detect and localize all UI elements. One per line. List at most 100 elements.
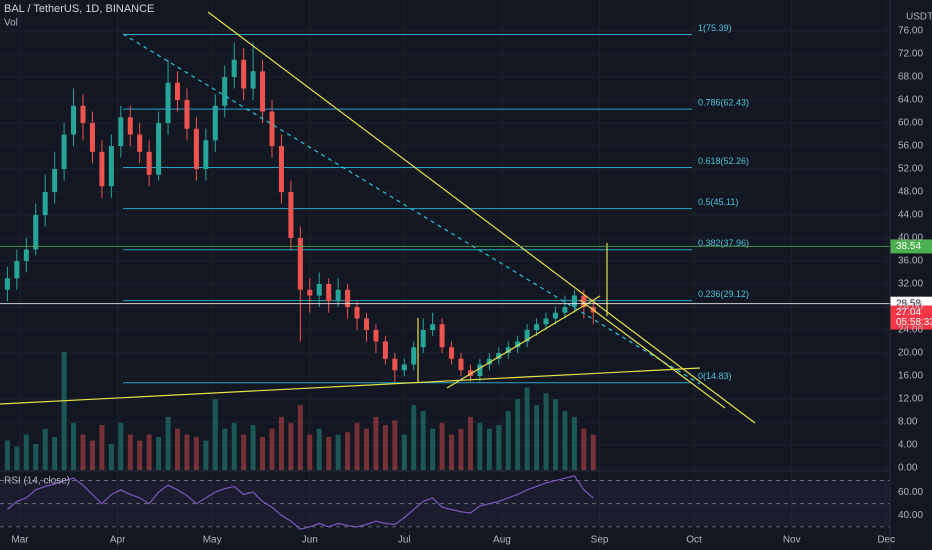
price-value: 38.54 — [896, 241, 921, 252]
candle-body — [127, 117, 133, 135]
volume-bar — [99, 425, 105, 470]
volume-bar — [392, 420, 398, 470]
volume-bar — [326, 436, 332, 470]
y-tick-label: 52.00 — [898, 164, 923, 175]
volume-bar — [486, 428, 492, 470]
y-tick-label: 56.00 — [898, 141, 923, 152]
candle-body — [562, 307, 568, 313]
candle-body — [118, 117, 124, 147]
candle-body — [363, 318, 369, 331]
rsi-label: RSI (14, close) — [4, 476, 70, 487]
candle-body — [458, 358, 464, 371]
candle-body — [260, 71, 266, 112]
candle-body — [42, 192, 48, 216]
y-tick-label: 4.00 — [898, 440, 918, 451]
volume-bar — [71, 422, 77, 470]
candle-body — [146, 151, 152, 175]
volume-bar — [354, 422, 360, 470]
candle-body — [335, 289, 341, 302]
volume-bar — [477, 422, 483, 470]
candle-body — [89, 123, 95, 152]
volume-label: Vol — [4, 18, 18, 29]
y-tick-label: 32.00 — [898, 279, 923, 290]
x-tick-label: Dec — [877, 535, 895, 546]
volume-bar — [467, 416, 473, 470]
candle-body — [165, 82, 171, 124]
candle-body — [184, 100, 190, 129]
volume-bar — [203, 440, 209, 470]
fib-label: 0.618(52.26) — [698, 156, 749, 166]
candle-body — [345, 289, 351, 308]
candle-body — [505, 347, 511, 354]
rsi-tick-label: 60.00 — [898, 487, 923, 498]
candle-body — [250, 71, 256, 89]
candle-body — [61, 134, 67, 170]
volume-bar — [42, 428, 48, 470]
volume-bar — [439, 422, 445, 470]
candle-body — [174, 82, 180, 101]
candle-body — [14, 261, 20, 279]
candle-body — [52, 169, 58, 193]
currency-label: USDT — [906, 12, 932, 23]
volume-bar — [212, 399, 218, 470]
volume-bar — [345, 432, 351, 470]
candle-body — [373, 330, 379, 342]
volume-bar — [505, 411, 511, 470]
candle-body — [411, 347, 417, 365]
volume-bar — [496, 425, 502, 470]
candle-body — [552, 312, 558, 319]
volume-bar — [411, 405, 417, 470]
candle-body — [316, 284, 322, 296]
candle-body — [71, 105, 77, 135]
x-tick-label: Aug — [493, 535, 511, 546]
volume-bar — [174, 428, 180, 470]
candle-body — [534, 324, 540, 331]
fib-label: 0(14.83) — [698, 371, 732, 381]
y-tick-label: 8.00 — [898, 417, 918, 428]
volume-bar — [288, 422, 294, 470]
price-scale: 0.00 4.00 8.00 12.00 16.00 20.00 24.00 28.00 32.… — [898, 26, 923, 474]
candle-body — [439, 324, 445, 348]
volume-bar — [127, 434, 133, 470]
candle-body — [33, 215, 39, 250]
volume-bar — [193, 436, 199, 470]
volume-bar — [269, 428, 275, 470]
y-tick-label: 36.00 — [898, 256, 923, 267]
candle-body — [467, 370, 473, 376]
trend-line — [446, 295, 601, 389]
candle-body — [99, 151, 105, 187]
candle-body — [477, 364, 483, 376]
y-tick-label: 20.00 — [898, 348, 923, 359]
y-tick-label: 64.00 — [898, 95, 923, 106]
y-tick-label: 12.00 — [898, 394, 923, 405]
candle-body — [496, 353, 502, 359]
y-tick-label: 28.00 — [898, 302, 923, 313]
candle-body — [571, 295, 577, 308]
candle-body — [212, 105, 218, 141]
candle-body — [449, 347, 455, 359]
trend-dashed — [122, 33, 701, 385]
trend-line — [207, 11, 756, 424]
volume-bar — [14, 446, 20, 470]
fib-label: 0.382(37.96) — [698, 238, 749, 248]
volume-bar — [449, 434, 455, 470]
candle-body — [430, 324, 436, 331]
volume-bar — [382, 425, 388, 470]
volume-bar — [250, 425, 256, 470]
price-box — [890, 239, 932, 254]
rsi-tick-label: 40.00 — [898, 510, 923, 521]
volume-bar — [260, 436, 266, 470]
y-tick-label: 24.00 — [898, 325, 923, 336]
price-value: 28.58 — [896, 298, 921, 309]
candle-body — [354, 307, 360, 319]
y-tick-label: 76.00 — [898, 26, 923, 37]
candle-body — [524, 330, 530, 342]
rsi-pane: 60.00 40.00 — [0, 475, 923, 530]
candle-body — [269, 111, 275, 147]
volume-bar — [33, 444, 39, 470]
countdown: 05:58:33 — [896, 317, 932, 328]
candle-body — [401, 364, 407, 371]
volume-bar — [430, 428, 436, 470]
volume-bar — [571, 416, 577, 470]
